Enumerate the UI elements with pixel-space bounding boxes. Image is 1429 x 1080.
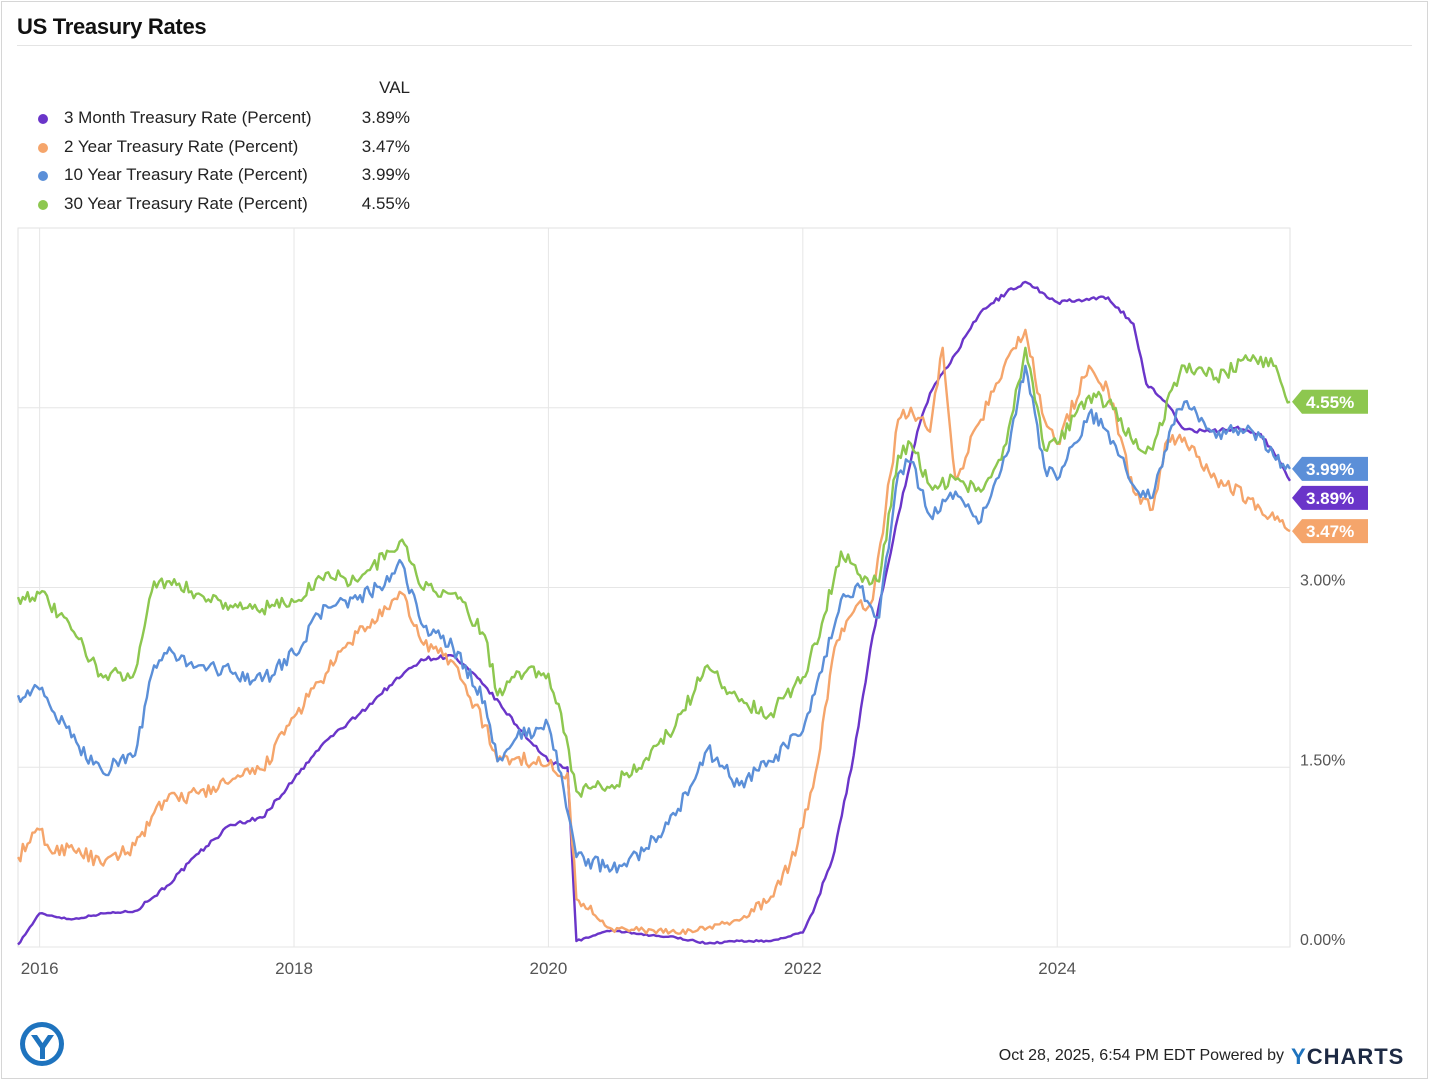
y-tick-label: 3.00% (1300, 573, 1345, 590)
x-tick-label: 2020 (530, 959, 568, 978)
legend-marker-10-year (38, 171, 48, 181)
powered-by-text: Powered by (1199, 1047, 1285, 1064)
end-label-value: 3.47% (1306, 522, 1354, 541)
legend-item-3-month[interactable]: 3 Month Treasury Rate (Percent) 3.89% (30, 106, 410, 130)
end-label-value: 3.89% (1306, 489, 1354, 508)
series-layer (16, 280, 1292, 946)
series-line-2 (16, 328, 1291, 936)
footer-timestamp: Oct 28, 2025, 6:54 PM EDT Powered by (999, 1047, 1284, 1065)
legend-item-30-year[interactable]: 30 Year Treasury Rate (Percent) 4.55% (30, 192, 410, 216)
brand-rest: CHARTS (1306, 1044, 1405, 1069)
end-label-value: 3.99% (1306, 460, 1354, 479)
legend-item-2-year[interactable]: 2 Year Treasury Rate (Percent) 3.47% (30, 135, 410, 159)
end-label-badge (1292, 519, 1368, 544)
legend-value-3-month: 3.89% (361, 108, 410, 127)
legend-marker-2-year (38, 143, 48, 153)
end-label-badge (1292, 456, 1368, 481)
x-tick-label: 2024 (1038, 959, 1076, 978)
legend-value-10-year: 3.99% (361, 165, 410, 184)
legend-item-10-year[interactable]: 10 Year Treasury Rate (Percent) 3.99% (30, 163, 410, 187)
legend-label-2-year: 2 Year Treasury Rate (Percent) (64, 137, 299, 156)
ycharts-logo-icon (20, 1022, 64, 1066)
series-line-4 (16, 346, 1291, 798)
title-divider (17, 45, 1412, 46)
brand-y: Y (1291, 1044, 1307, 1069)
ycharts-brand[interactable]: YCHARTS (1291, 1044, 1404, 1070)
legend-value-2-year: 3.47% (361, 137, 410, 156)
y-tick-label: 0.00% (1300, 932, 1345, 949)
y-tick-label: 1.50% (1300, 752, 1345, 769)
x-tick-label: 2022 (784, 959, 822, 978)
end-label-value: 4.55% (1306, 393, 1354, 412)
x-tick-label: 2018 (275, 959, 313, 978)
legend-marker-3-month (38, 114, 48, 124)
end-label-badge (1292, 389, 1368, 414)
end-label-layer: 4.55% 3.99% 3.89% 3.47% (1292, 389, 1368, 544)
series-line-1 (17, 280, 1292, 946)
legend-label-10-year: 10 Year Treasury Rate (Percent) (64, 165, 308, 184)
series-line-3 (16, 364, 1292, 874)
legend-label-3-month: 3 Month Treasury Rate (Percent) (64, 108, 312, 127)
legend-label-30-year: 30 Year Treasury Rate (Percent) (64, 194, 308, 213)
end-label-badge (1292, 485, 1368, 510)
chart-title: US Treasury Rates (17, 14, 207, 39)
legend-marker-30-year (38, 200, 48, 210)
timestamp-text: Oct 28, 2025, 6:54 PM EDT (998, 1047, 1196, 1064)
legend-value-header: VAL (379, 78, 410, 97)
tick-label-layer: 0.00% 1.50% 3.00% 2016 2018 2020 2022 2024 (21, 573, 1346, 979)
legend-value-30-year: 4.55% (361, 194, 410, 213)
x-tick-label: 2016 (21, 959, 59, 978)
